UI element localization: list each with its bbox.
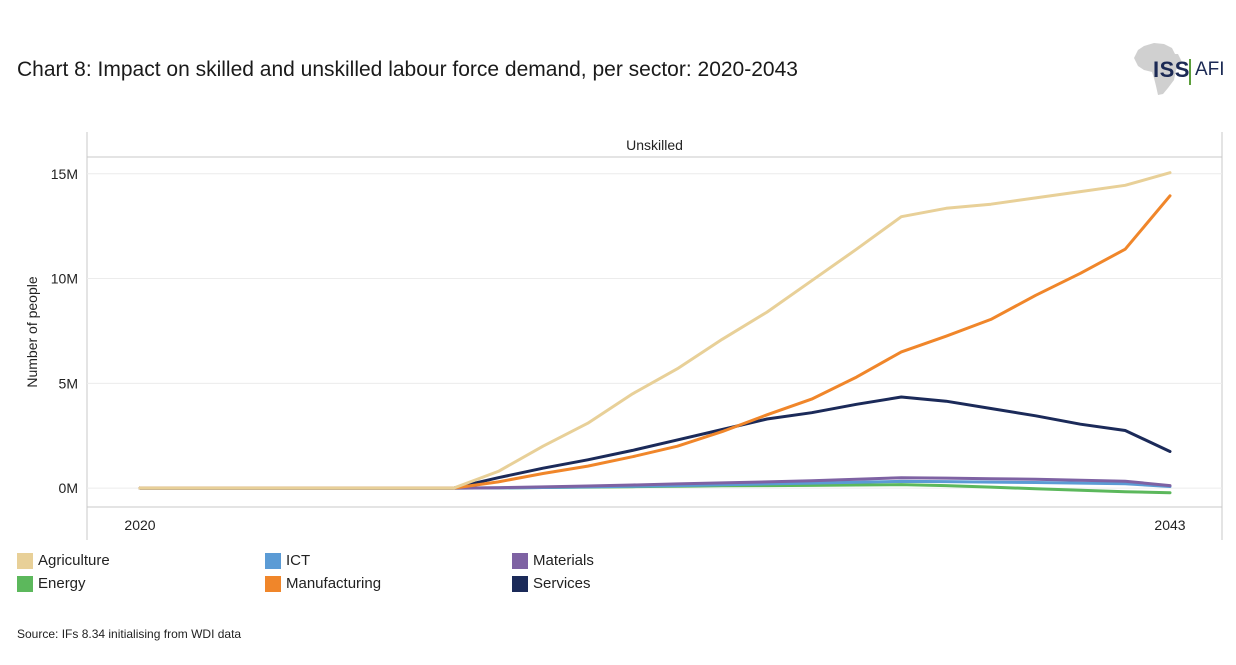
legend-item-ict: ICT [265, 552, 310, 569]
legend-label: Agriculture [38, 552, 110, 569]
legend-label: Energy [38, 575, 86, 592]
y-tick-label: 15M [51, 166, 78, 182]
legend-label: Materials [533, 552, 594, 569]
logo-afi-text: AFI [1195, 59, 1225, 80]
series-line-agriculture [138, 171, 1172, 490]
legend-swatch [512, 575, 528, 592]
legend-label: Services [533, 575, 591, 592]
y-axis-label: Number of people [24, 276, 40, 388]
legend-item-manufacturing: Manufacturing [265, 575, 381, 592]
legend-label: ICT [286, 552, 311, 569]
iss-afi-logo: ISS AFI [1128, 40, 1228, 100]
legend-swatch [265, 552, 281, 569]
legend-swatch [265, 575, 281, 592]
legend-item-energy: Energy [17, 575, 86, 592]
africa-map-icon [1134, 43, 1182, 95]
x-tick-label: 2020 [124, 517, 155, 533]
y-tick-label: 5M [59, 375, 78, 391]
series-line-services [138, 395, 1172, 490]
legend-item-services: Services [512, 575, 591, 592]
legend-swatch [512, 552, 528, 569]
panel-title: Unskilled [626, 137, 683, 153]
legend-label: Manufacturing [286, 575, 382, 592]
logo-iss-text: ISS [1153, 57, 1190, 82]
legend-swatch [17, 552, 33, 569]
y-tick-label: 10M [51, 271, 78, 287]
logo-divider [1189, 59, 1191, 85]
x-tick-label: 2043 [1154, 517, 1185, 533]
chart-title: Chart 8: Impact on skilled and unskilled… [17, 58, 798, 81]
source-note: Source: IFs 8.34 initialising from WDI d… [17, 627, 242, 641]
legend-swatch [17, 575, 33, 592]
y-tick-label: 0M [59, 480, 78, 496]
legend-item-materials: Materials [512, 552, 594, 569]
chart-legend: Agriculture Energy ICT Manufacturing Materia… [17, 552, 717, 600]
legend-item-agriculture: Agriculture [17, 552, 110, 569]
